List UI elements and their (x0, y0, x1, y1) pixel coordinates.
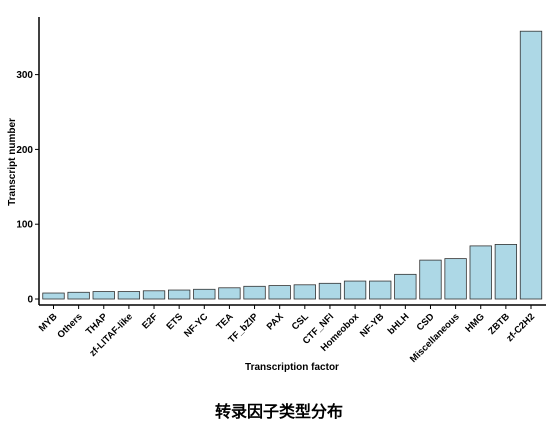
bars (42, 30, 543, 300)
bar-bhlh (394, 273, 417, 300)
bar-nf-yb (369, 280, 392, 300)
bar-e2f (142, 290, 166, 300)
x-tick-label: NF-YB (358, 311, 386, 339)
chart-caption: 转录因子类型分布 (214, 402, 343, 421)
x-tick-label: bHLH (386, 311, 412, 337)
x-tick-label: Others (55, 311, 84, 340)
bar-zf-c2h2 (519, 30, 543, 300)
bar-thap (92, 291, 115, 300)
x-tick-label: ETS (164, 311, 185, 332)
bar-csd (419, 259, 442, 300)
y-axis-ticks: 0 100 200 300 (16, 70, 39, 306)
axes (38, 17, 546, 306)
y-tick-label: 200 (16, 145, 33, 156)
bar-myb (42, 292, 65, 300)
y-tick-label: 300 (16, 70, 33, 81)
bar-hmg (469, 245, 492, 300)
x-axis-title: Transcription factor (245, 362, 339, 373)
bar-ctf-nfi (318, 282, 342, 300)
x-tick-label: CSL (290, 311, 311, 332)
x-tick-label: PAX (265, 311, 287, 333)
y-tick-label: 100 (16, 220, 33, 231)
x-tick-label: zf-C2H2 (504, 311, 537, 344)
bar-csl (293, 284, 316, 300)
bar-pax (268, 285, 291, 300)
bar-tf-bzip (243, 285, 266, 300)
bar-tea (218, 287, 241, 300)
bar-ets (168, 289, 191, 300)
bar-zbtb (494, 244, 518, 300)
x-tick-label: CSD (415, 311, 437, 333)
bar-zf-litaf-like (117, 291, 141, 300)
x-tick-label: TEA (214, 311, 235, 332)
bar-miscellaneous (444, 258, 467, 300)
x-tick-label: HMG (463, 311, 486, 334)
y-tick-label: 0 (27, 295, 33, 306)
bar-homeobox (343, 280, 367, 300)
bar-others (67, 291, 90, 300)
bar-nf-yc (193, 288, 216, 300)
y-axis-title: Transcript number (7, 118, 18, 206)
x-tick-label: NF-YC (182, 311, 210, 339)
x-tick-label: E2F (140, 311, 160, 331)
